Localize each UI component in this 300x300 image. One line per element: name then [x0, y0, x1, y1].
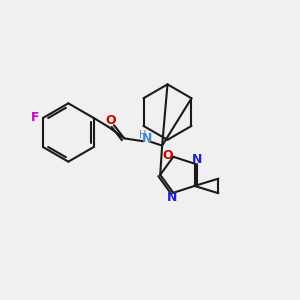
Text: H: H: [140, 130, 147, 140]
Text: N: N: [167, 191, 177, 204]
Text: N: N: [192, 153, 202, 166]
Text: N: N: [142, 132, 152, 146]
Text: O: O: [163, 149, 173, 162]
Text: O: O: [106, 114, 116, 127]
Text: F: F: [31, 111, 39, 124]
